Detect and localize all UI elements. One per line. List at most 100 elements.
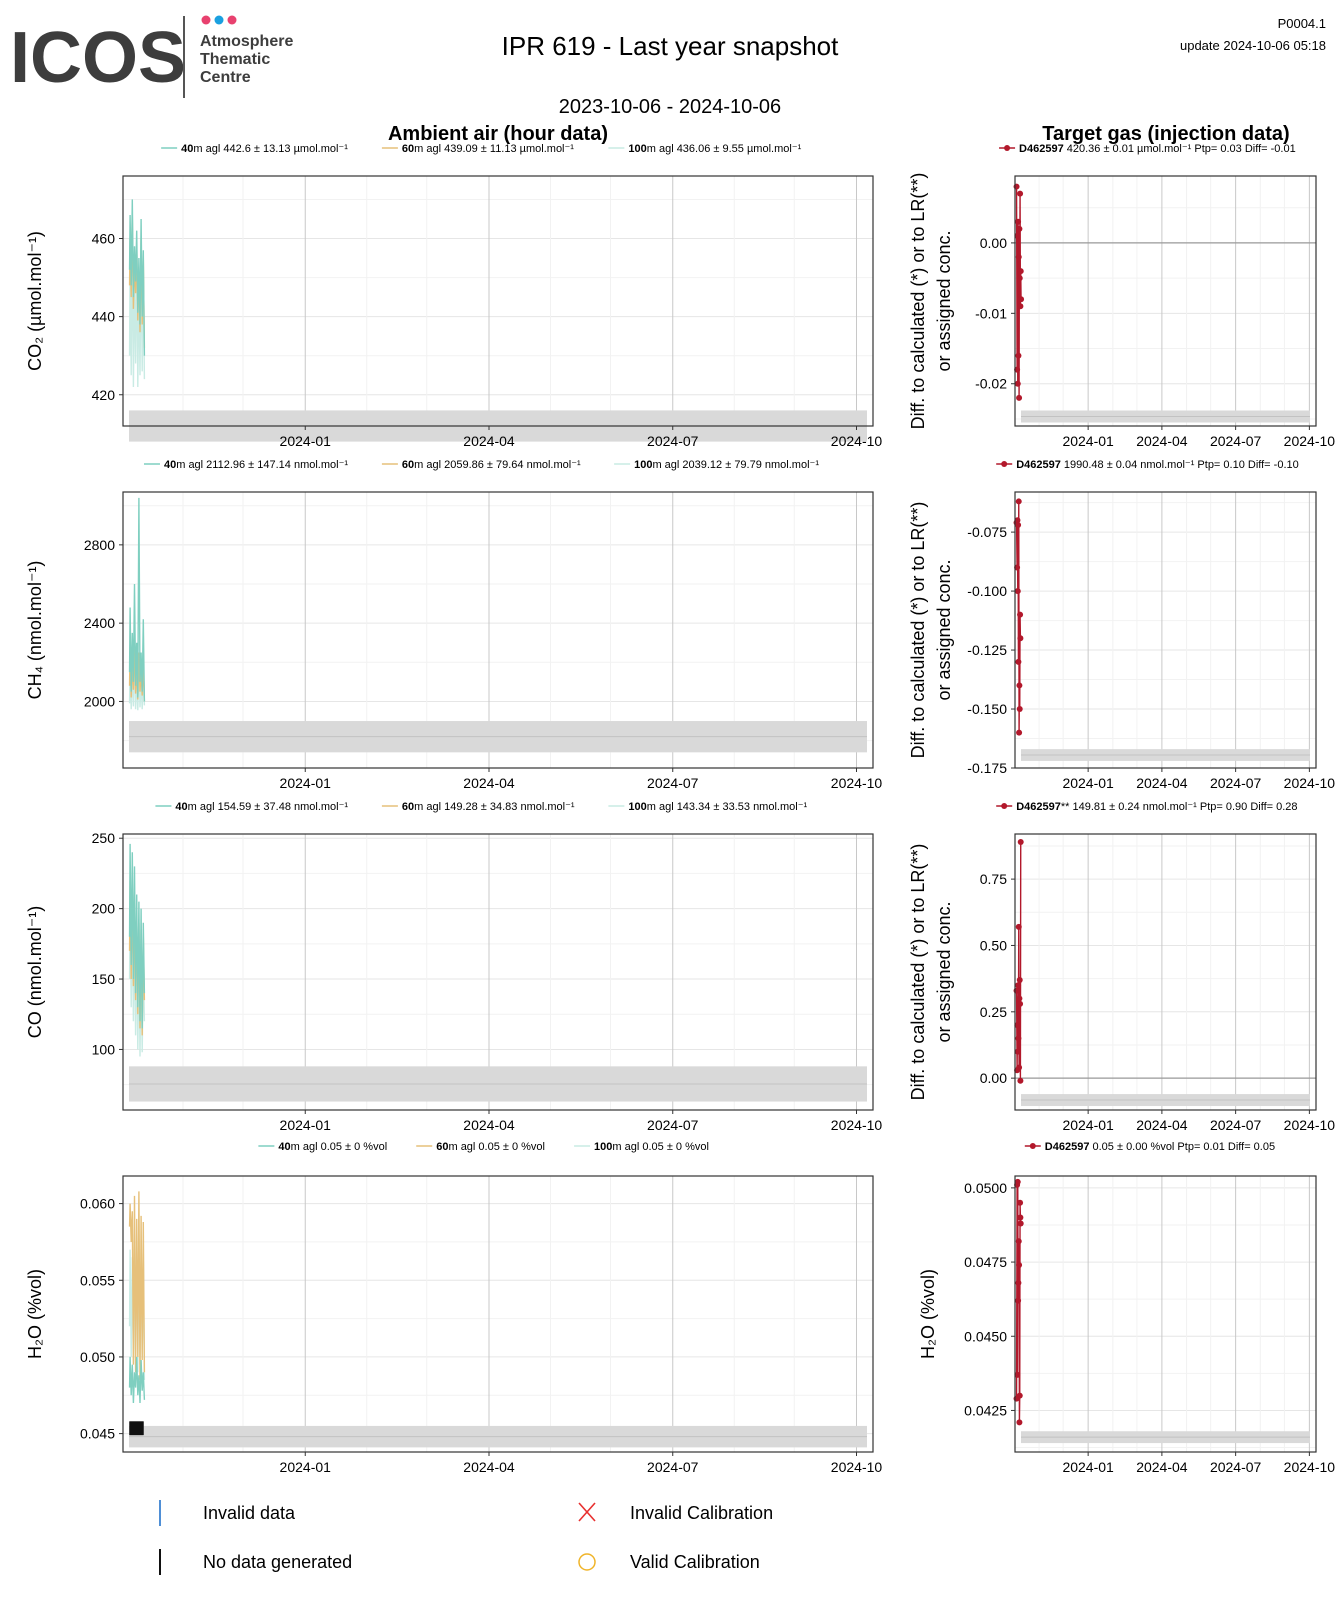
target-point [1014, 1048, 1021, 1055]
target-point [1015, 658, 1022, 665]
target-point [1017, 611, 1024, 618]
target-point [1015, 498, 1022, 505]
target-point [1016, 1064, 1023, 1071]
target-legend-label: D462597 1990.48 ± 0.04 nmol.mol⁻¹ Ptp= 0… [1016, 459, 1299, 471]
target-legend-point [1004, 145, 1011, 151]
target-point [1015, 1035, 1022, 1042]
x-tick-label: 2024-07 [647, 433, 699, 449]
y-axis-label: CO (nmol.mol⁻¹) [25, 906, 45, 1039]
x-tick-label: 2024-04 [1136, 1459, 1188, 1475]
y-tick-label: 2400 [84, 615, 115, 631]
x-tick-label: 2024-04 [1136, 1117, 1188, 1133]
target-point [1017, 303, 1024, 310]
target-point [1016, 275, 1023, 282]
y-tick-label: 420 [92, 387, 116, 403]
target-legend-label: D462597 0.05 ± 0.00 %vol Ptp= 0.01 Diff=… [1045, 1141, 1275, 1153]
ambient-column-title: Ambient air (hour data) [388, 123, 608, 145]
x-tick-label: 2024-04 [463, 775, 515, 791]
legend-label-60m: 60m agl 2059.86 ± 79.64 nmol.mol⁻¹ [402, 459, 581, 471]
y-axis-label: CH₄ (nmol.mol⁻¹) [25, 561, 45, 700]
plot-background [1015, 834, 1316, 1110]
logo-dot-2 [214, 15, 224, 25]
target-y-axis-label-line2: or assigned conc. [934, 901, 954, 1042]
target-column-title: Target gas (injection data) [1042, 123, 1289, 145]
target-point [1017, 1220, 1024, 1227]
target-point [1017, 268, 1024, 275]
target-point [1017, 190, 1024, 197]
y-tick-label: 150 [92, 971, 116, 987]
target-panel-co2: 0.00 -0.01 -0.02 2024-01 2024-04 2024-07 2024-… [908, 143, 1335, 449]
logo-dot-1 [201, 15, 211, 25]
target-legend-point [1029, 1143, 1036, 1149]
target-point [1017, 1077, 1024, 1084]
logo-dot-3 [227, 15, 237, 25]
legend-label-100m: 100m agl 2039.12 ± 79.79 nmol.mol⁻¹ [634, 459, 819, 471]
plot-background [123, 834, 873, 1110]
legend-valid-calibration: Valid Calibration [630, 1552, 760, 1572]
y-tick-label: -0.100 [967, 583, 1007, 599]
legend-label-100m: 100m agl 436.06 ± 9.55 µmol.mol⁻¹ [628, 143, 801, 155]
series-line-40m [128, 843, 146, 1029]
legend-invalid-data: Invalid data [203, 1503, 296, 1523]
x-tick-label: 2024-10 [831, 433, 883, 449]
target-point [1017, 1214, 1024, 1221]
legend-no-data: No data generated [203, 1552, 352, 1572]
x-tick-label: 2024-10 [831, 1459, 883, 1475]
x-tick-label: 2024-01 [1062, 1117, 1114, 1133]
target-point [1014, 232, 1021, 239]
ambient-panel-h2o: 0.045 0.050 0.055 0.060 2024-01 2024-04 2024-0… [25, 1141, 882, 1475]
target-point [1015, 982, 1022, 989]
y-tick-label: 200 [92, 901, 116, 917]
y-tick-label: 0.0500 [964, 1180, 1007, 1196]
update-timestamp: update 2024-10-06 05:18 [1180, 38, 1326, 53]
logo-sub-3: Centre [200, 69, 251, 86]
target-point [1014, 380, 1021, 387]
y-tick-label: -0.02 [975, 376, 1007, 392]
target-point [1017, 838, 1024, 845]
x-tick-label: 2024-01 [280, 775, 332, 791]
y-tick-label: -0.125 [967, 642, 1007, 658]
target-point [1016, 1262, 1023, 1269]
x-tick-label: 2024-04 [463, 433, 515, 449]
logo-text: ICOS [10, 18, 186, 98]
x-tick-label: 2024-01 [1062, 1459, 1114, 1475]
series-line-40m [128, 199, 146, 356]
x-tick-label: 2024-01 [280, 433, 332, 449]
target-point [1014, 588, 1021, 595]
target-point [1015, 352, 1022, 359]
y-tick-label: 250 [92, 830, 116, 846]
y-tick-label: 0.055 [80, 1272, 115, 1288]
plot-frame [1014, 491, 1317, 769]
plot-background [123, 1176, 873, 1452]
target-y-axis-label-line1: Diff. to calculated (*) or to LR(**) [908, 173, 928, 430]
legend-label-60m: 60m agl 149.28 ± 34.83 nmol.mol⁻¹ [402, 801, 575, 813]
target-y-axis-label-line2: or assigned conc. [934, 230, 954, 371]
y-tick-label: 0.050 [80, 1349, 115, 1365]
target-legend-point [1001, 803, 1008, 809]
plot-frame [1014, 175, 1317, 427]
x-tick-label: 2024-10 [831, 775, 883, 791]
legend-label-40m: 40m agl 154.59 ± 37.48 nmol.mol⁻¹ [175, 801, 348, 813]
legend-label-100m: 100m agl 143.34 ± 33.53 nmol.mol⁻¹ [628, 801, 807, 813]
y-tick-label: 0.0475 [964, 1254, 1007, 1270]
target-point [1015, 522, 1022, 529]
target-series-line [1015, 501, 1022, 733]
target-point [1014, 1371, 1021, 1378]
plot-background [1015, 492, 1316, 768]
legend-label-40m: 40m agl 442.6 ± 13.13 µmol.mol⁻¹ [181, 143, 348, 155]
report-code: P0004.1 [1278, 16, 1326, 31]
x-tick-label: 2024-01 [280, 1459, 332, 1475]
y-tick-label: -0.075 [967, 524, 1007, 540]
x-tick-label: 2024-07 [647, 1459, 699, 1475]
x-tick-label: 2024-01 [280, 1117, 332, 1133]
legend-label-40m: 40m agl 2112.96 ± 147.14 nmol.mol⁻¹ [164, 459, 348, 471]
target-legend-label: D462597** 149.81 ± 0.24 nmol.mol⁻¹ Ptp= … [1016, 801, 1297, 813]
target-point [1015, 218, 1022, 225]
target-point [1015, 1297, 1022, 1304]
legend-invalid-calibration: Invalid Calibration [630, 1503, 773, 1523]
target-point [1016, 729, 1023, 736]
y-tick-label: 0.75 [980, 871, 1007, 887]
x-tick-label: 2024-04 [463, 1117, 515, 1133]
x-tick-label: 2024-10 [1284, 1459, 1336, 1475]
